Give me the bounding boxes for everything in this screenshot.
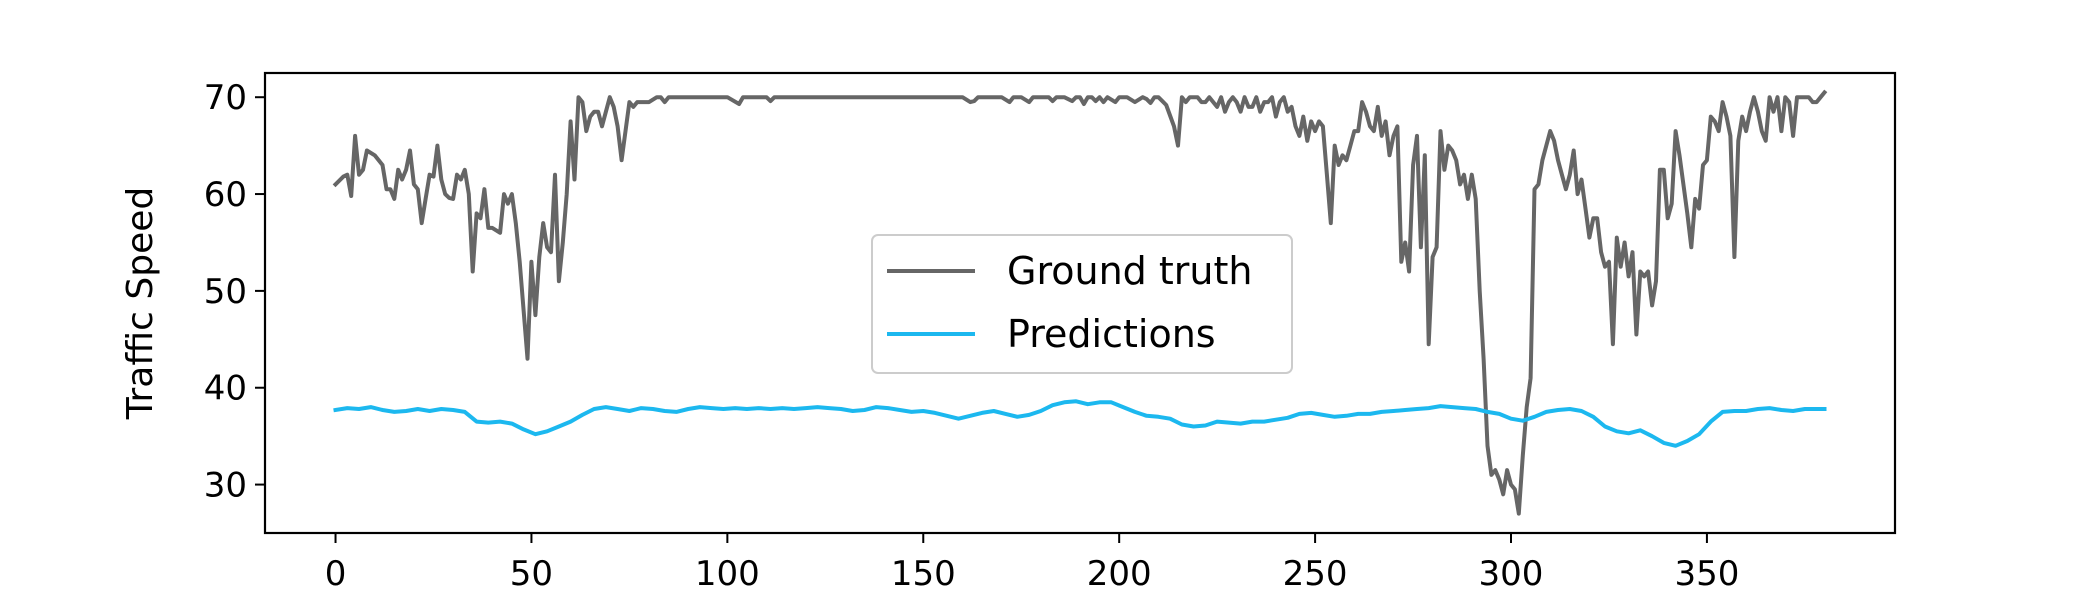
x-tick-label: 0	[325, 554, 347, 594]
legend-box	[871, 234, 1293, 374]
legend-label: Predictions	[1007, 312, 1216, 356]
y-tick-label: 70	[204, 78, 247, 118]
x-tick-label: 150	[891, 554, 956, 594]
plot-frame	[263, 71, 1897, 535]
legend-label: Ground truth	[1007, 249, 1252, 293]
legend: Ground truth Predictions	[871, 234, 1293, 374]
series-layer	[332, 89, 1828, 516]
x-axis-ticks: 0 50 100 150 200 250 300 350	[325, 533, 1739, 594]
x-tick-label: 200	[1087, 554, 1152, 594]
series-line-ground-truth	[332, 89, 1828, 516]
x-tick-label: 250	[1283, 554, 1348, 594]
y-axis-label: Traffic Speed	[120, 187, 161, 420]
x-tick-label: 100	[695, 554, 760, 594]
y-tick-label: 40	[204, 369, 247, 409]
y-tick-label: 30	[204, 466, 247, 506]
y-tick-label: 50	[204, 272, 247, 312]
y-tick-label: 60	[204, 175, 247, 215]
x-tick-label: 300	[1479, 554, 1544, 594]
y-axis-ticks: 30 40 50 60 70	[204, 78, 265, 506]
x-tick-label: 50	[510, 554, 553, 594]
x-tick-label: 350	[1674, 554, 1739, 594]
series-line-predictions	[333, 399, 1827, 448]
